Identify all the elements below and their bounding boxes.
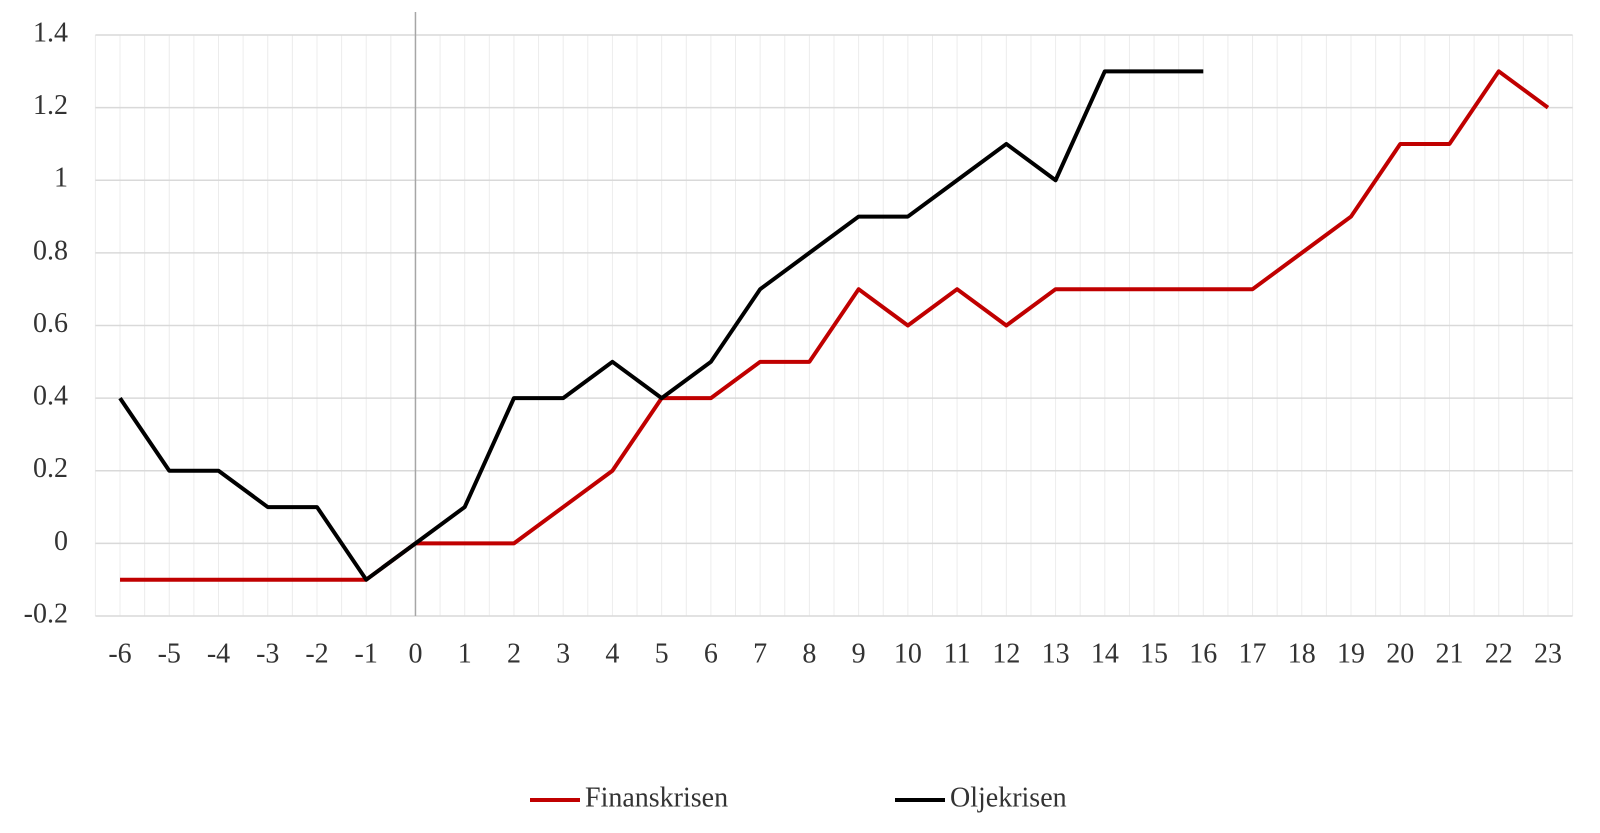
x-tick-label: 13 [1042, 638, 1070, 669]
x-tick-label: 21 [1436, 638, 1464, 669]
x-tick-label: -4 [207, 638, 230, 669]
x-tick-label: 2 [507, 638, 521, 669]
y-tick-label: 1.2 [33, 90, 68, 121]
x-tick-label: 4 [605, 638, 619, 669]
x-tick-label: -5 [158, 638, 181, 669]
x-tick-label: 8 [802, 638, 816, 669]
y-tick-label: 0.2 [33, 453, 68, 484]
line-series [120, 69, 1550, 582]
x-tick-label: 14 [1091, 638, 1119, 669]
line-series [118, 69, 1204, 582]
x-tick-label: -6 [108, 638, 131, 669]
x-tick-label: 19 [1337, 638, 1365, 669]
y-tick-label: -0.2 [24, 598, 68, 629]
x-tick-label: 6 [704, 638, 718, 669]
y-tick-label: 0.8 [33, 235, 68, 266]
y-tick-label: 0.6 [33, 308, 68, 339]
x-tick-label: 18 [1288, 638, 1316, 669]
y-tick-label: 1.4 [33, 17, 68, 48]
x-tick-label: 5 [655, 638, 669, 669]
x-tick-label: 20 [1386, 638, 1414, 669]
x-tick-label: -1 [355, 638, 378, 669]
x-tick-label: 17 [1239, 638, 1267, 669]
y-tick-label: 0.4 [33, 381, 68, 412]
legend-label: Finanskrisen [585, 782, 728, 813]
y-tick-label: 0 [54, 526, 68, 557]
y-tick-label: 1 [54, 163, 68, 194]
x-tick-label: 12 [992, 638, 1020, 669]
x-tick-label: 16 [1189, 638, 1217, 669]
x-tick-label: 22 [1485, 638, 1513, 669]
x-tick-label: 15 [1140, 638, 1168, 669]
legend-label: Oljekrisen [950, 782, 1067, 813]
x-tick-label: 11 [944, 638, 971, 669]
x-tick-label: -2 [305, 638, 328, 669]
x-tick-label: 23 [1534, 638, 1562, 669]
x-tick-label: 0 [408, 638, 422, 669]
x-tick-label: 10 [894, 638, 922, 669]
x-tick-label: -3 [256, 638, 279, 669]
x-tick-label: 3 [556, 638, 570, 669]
x-tick-label: 9 [852, 638, 866, 669]
x-tick-label: 7 [753, 638, 767, 669]
x-tick-label: 1 [458, 638, 472, 669]
